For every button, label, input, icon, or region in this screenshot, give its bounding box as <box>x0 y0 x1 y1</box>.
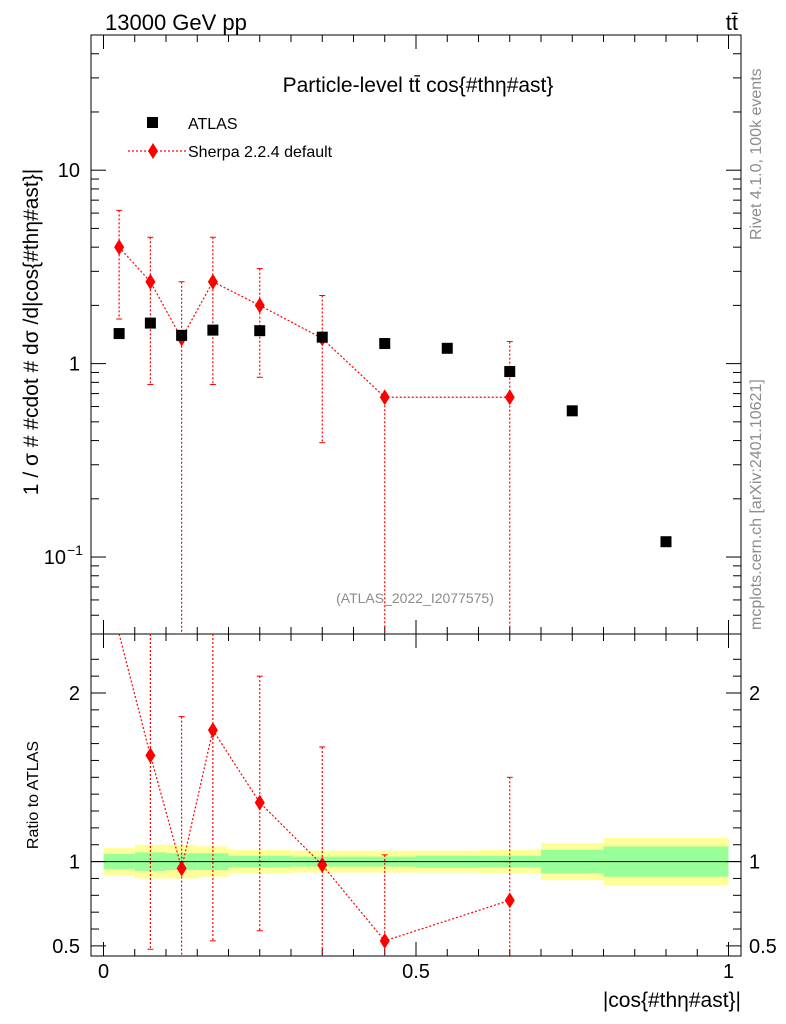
atlas-point <box>176 329 188 341</box>
sherpa-ratio-line <box>118 633 510 942</box>
x-tick-label: 1 <box>723 961 734 983</box>
y-tick-label: 1 <box>69 354 80 376</box>
legend-atlas-marker <box>147 117 158 128</box>
atlas-point <box>566 405 578 417</box>
atlas-point <box>504 366 516 378</box>
ratio-tick-label-left: 1 <box>69 852 80 874</box>
x-tick-label: 0 <box>98 961 109 983</box>
sherpa-point <box>145 273 156 290</box>
ratio-tick-label-left: 0.5 <box>52 936 80 958</box>
ratio-plot-frame <box>90 633 742 957</box>
ratio-tick-label-left: 2 <box>69 683 80 705</box>
atlas-point <box>144 317 156 329</box>
sherpa-point <box>207 273 218 290</box>
sherpa-ratio-point <box>145 747 156 764</box>
axis-ticks <box>91 34 741 956</box>
atlas-series-main <box>113 317 672 548</box>
legend-sherpa-label: Sherpa 2.2.4 default <box>188 144 333 161</box>
y-tick-label: 10 <box>58 160 80 182</box>
atlas-point <box>254 325 266 337</box>
rivet-info: Rivet 4.1.0, 100k events <box>748 68 765 240</box>
atlas-point <box>660 536 672 548</box>
legend-sherpa-marker <box>148 143 158 159</box>
analysis-label: (ATLAS_2022_I2077575) <box>336 590 494 606</box>
ratio-tick-label-right: 0.5 <box>749 936 777 958</box>
y-axis-title: 1 / σ # #cdot # dσ /d|cos{#thη#ast}| <box>20 169 43 495</box>
sherpa-point <box>379 389 390 406</box>
atlas-point <box>379 338 391 350</box>
legend-atlas-label: ATLAS <box>188 116 238 133</box>
ratio-y-axis-title: Ratio to ATLAS <box>25 741 42 849</box>
x-axis-title: |cos{#thη#ast}| <box>603 989 741 1012</box>
sherpa-ratio-point <box>379 932 390 949</box>
sherpa-point <box>504 389 515 406</box>
process-label: tt̄ <box>726 10 738 35</box>
atlas-point <box>441 342 453 354</box>
ratio-tick-label-right: 2 <box>749 683 760 705</box>
ratio-tick-label-right: 1 <box>749 852 760 874</box>
sherpa-ratio-point <box>254 794 265 811</box>
sherpa-ratio-point <box>504 892 515 909</box>
sherpa-point <box>114 239 125 256</box>
sherpa-ratio-point <box>176 860 187 877</box>
source-info: mcplots.cern.ch [arXiv:2401.10621] <box>748 379 765 630</box>
sherpa-series-main <box>114 209 515 634</box>
atlas-point <box>207 324 219 336</box>
sherpa-point <box>254 297 265 314</box>
sherpa-ratio-point <box>207 722 218 739</box>
sherpa-series-ratio <box>118 633 515 956</box>
y-tick-label: 10 <box>44 547 66 569</box>
energy-label: 13000 GeV pp <box>105 10 247 35</box>
y-tick-exponent: −1 <box>67 542 83 558</box>
legend: ATLAS Sherpa 2.2.4 default <box>128 116 333 161</box>
x-tick-label: 0.5 <box>402 961 430 983</box>
sherpa-ratio-point <box>317 856 328 873</box>
sherpa-line <box>118 246 510 398</box>
atlas-point <box>316 331 328 343</box>
chart-title: Particle-level tt̄ cos{#thη#ast} <box>283 74 554 97</box>
atlas-point <box>113 328 125 340</box>
